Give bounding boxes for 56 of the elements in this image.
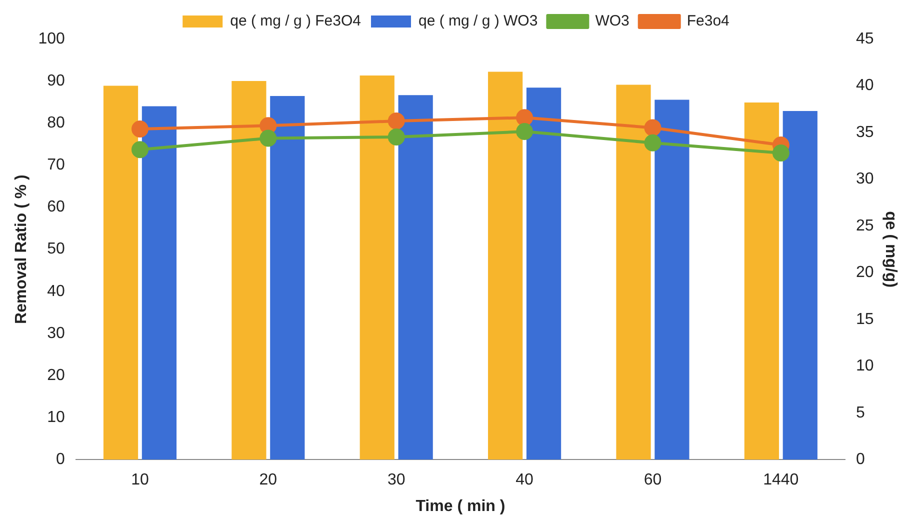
point (516, 123, 534, 140)
y-tick-label: 90 (47, 72, 65, 90)
y-axis-title: Removal Ratio ( % ) (13, 174, 30, 324)
x-tick-label: 60 (644, 472, 662, 489)
point (260, 130, 277, 147)
y2-axis-title: qe ( mg/g) (882, 211, 899, 288)
bar (360, 75, 394, 460)
y2-tick-label: 15 (856, 310, 874, 328)
bar (744, 102, 779, 460)
y-tick-label: 30 (47, 324, 65, 342)
bar (782, 110, 818, 460)
y-tick-label: 0 (56, 451, 65, 468)
y-tick-label: 10 (47, 408, 65, 426)
y2-tick-label: 0 (856, 451, 866, 468)
legend-label: qe ( mg / g ) Fe3O4 (230, 12, 361, 30)
point (644, 119, 662, 136)
bar (526, 88, 562, 460)
point (388, 112, 405, 130)
point (388, 128, 405, 146)
y-tick-label: 80 (47, 114, 65, 132)
y2-tick-label: 35 (856, 124, 874, 141)
y2-tick-label: 5 (856, 404, 866, 422)
y2-tick-label: 45 (856, 30, 874, 48)
legend-label: WO3 (595, 12, 630, 30)
y-tick-label: 70 (47, 156, 65, 174)
y-tick-label: 60 (47, 198, 65, 216)
y2-tick-label: 30 (856, 170, 874, 188)
legend-label: qe ( mg / g ) WO3 (418, 12, 538, 30)
bar (398, 95, 433, 460)
bar (232, 81, 266, 460)
bar (270, 96, 305, 460)
y-tick-label: 100 (38, 30, 65, 48)
point (772, 144, 790, 162)
x-tick-label: 30 (387, 472, 406, 489)
x-tick-label: 40 (516, 472, 534, 489)
y2-tick-label: 25 (856, 217, 874, 234)
legend-label: Fe3o4 (686, 12, 730, 30)
x-tick-label: 10 (131, 472, 149, 489)
bar (616, 84, 651, 460)
bar (103, 86, 138, 460)
x-tick-label: 1440 (763, 472, 799, 489)
x-tick-label: 20 (259, 472, 278, 489)
bar (142, 106, 177, 460)
point (516, 109, 534, 126)
point (644, 134, 662, 152)
y2-tick-label: 10 (856, 358, 874, 375)
y2-tick-label: 40 (856, 77, 874, 94)
bar (654, 100, 690, 460)
y-tick-label: 50 (47, 240, 65, 258)
y-tick-label: 40 (47, 282, 65, 300)
point (131, 141, 148, 158)
bar (488, 72, 523, 460)
x-axis-title: Time ( min ) (416, 498, 506, 515)
point (131, 120, 148, 138)
y-tick-label: 20 (47, 366, 65, 384)
y2-tick-label: 20 (856, 264, 874, 282)
